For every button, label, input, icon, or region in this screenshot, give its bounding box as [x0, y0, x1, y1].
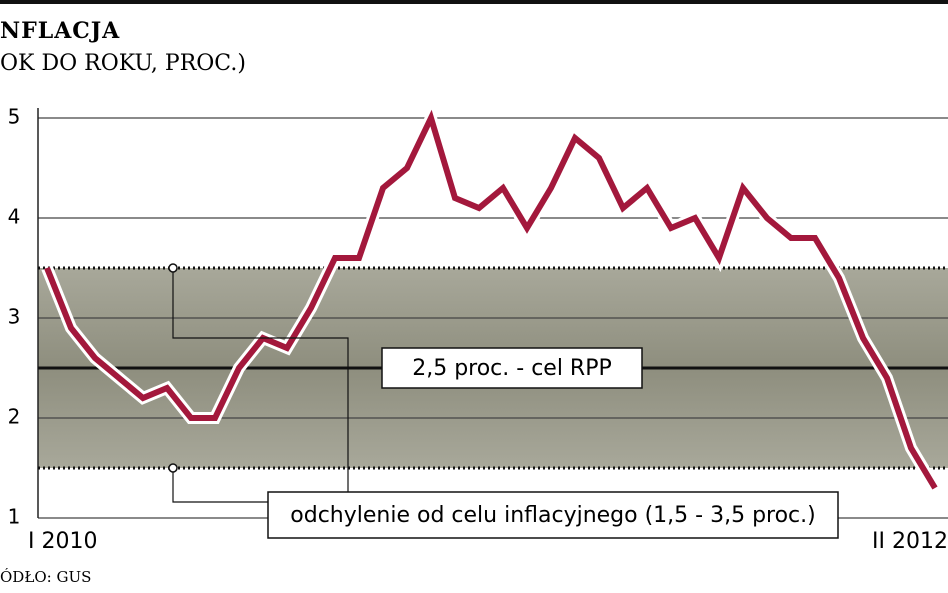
y-tick-label: 2 — [8, 405, 21, 429]
line — [44, 109, 938, 490]
band-label-box — [267, 491, 839, 539]
chart-subtitle: OK DO ROKU, PROC.) — [0, 51, 246, 76]
y-tick-label: 3 — [8, 305, 21, 329]
leader-dot — [168, 263, 178, 273]
chart-title: NFLACJA — [0, 18, 120, 44]
leader-line — [172, 268, 349, 492]
band-label: odchylenie od celu inflacyjnego (1,5 - 3… — [290, 503, 815, 528]
y-tick-label: 1 — [8, 505, 21, 529]
top-rule — [0, 0, 948, 4]
x-tick-label: I 2010 — [28, 529, 97, 554]
leader-line — [172, 468, 268, 503]
target-label-box — [381, 347, 643, 389]
source: ÓDŁO: GUS — [0, 568, 91, 586]
y-tick-label: 5 — [8, 105, 21, 129]
target-label: 2,5 proc. - cel RPP — [412, 356, 612, 381]
leader-dot — [168, 463, 178, 473]
x-tick-label: II 2012 — [872, 529, 948, 554]
y-tick-label: 4 — [8, 205, 21, 229]
